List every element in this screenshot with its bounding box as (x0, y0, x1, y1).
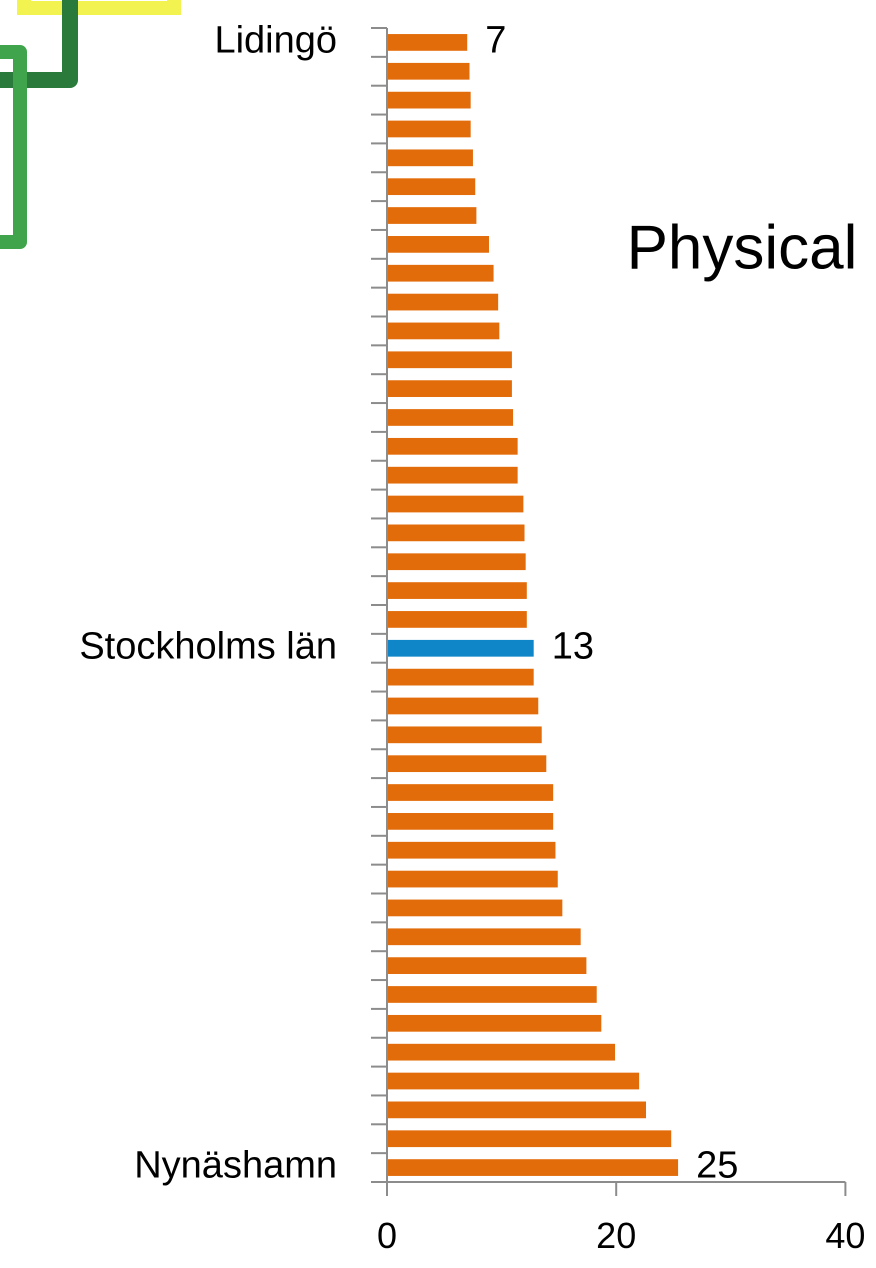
bar (388, 34, 468, 51)
green-connector-line (0, 45, 27, 249)
bar (388, 553, 526, 571)
bar (388, 322, 500, 340)
bar (388, 351, 512, 369)
bar-highlight (388, 639, 534, 657)
data-label: 13 (552, 625, 594, 667)
bar (388, 813, 554, 830)
bar (388, 1101, 646, 1119)
decorative-connector-lines (0, 0, 181, 249)
bar (388, 986, 597, 1003)
bar (388, 1130, 672, 1148)
bar (388, 1072, 640, 1090)
bar (388, 755, 547, 773)
bar (388, 409, 514, 426)
bar (388, 437, 518, 455)
bar (388, 1159, 679, 1176)
bar (388, 62, 470, 80)
bar (388, 697, 539, 715)
bar (388, 668, 534, 686)
bar (388, 524, 525, 542)
bar (388, 582, 527, 599)
category-label: Nynäshamn (134, 1145, 337, 1187)
chart-title: Physical (627, 213, 858, 282)
bar (388, 91, 471, 109)
x-tick-label: 40 (825, 1215, 865, 1256)
bar (388, 236, 489, 253)
bar (388, 264, 494, 282)
x-tick-label: 0 (377, 1215, 397, 1256)
x-tick-label: 20 (596, 1215, 636, 1256)
bar (388, 120, 471, 138)
bar (388, 466, 518, 484)
bar (388, 1014, 602, 1032)
bar (388, 784, 554, 801)
plot-area: 0 20 40 Lidingö Stockholms län Nynäshamn 7 13 25 (79, 19, 865, 1256)
bar (388, 870, 558, 888)
bar (388, 957, 587, 974)
bar (388, 380, 512, 397)
bar (388, 899, 563, 917)
data-label: 7 (485, 19, 506, 61)
bar (388, 841, 556, 859)
bar (388, 293, 499, 311)
bar (388, 207, 477, 224)
yellow-connector-line (17, 0, 181, 15)
bar (388, 495, 524, 513)
bar (388, 928, 581, 946)
bar (388, 178, 476, 196)
category-label: Stockholms län (79, 625, 337, 667)
bar (388, 1043, 616, 1061)
data-label: 25 (696, 1145, 738, 1187)
bar (388, 149, 473, 167)
category-label: Lidingö (214, 19, 337, 61)
bar (388, 611, 527, 628)
bar (388, 726, 542, 744)
